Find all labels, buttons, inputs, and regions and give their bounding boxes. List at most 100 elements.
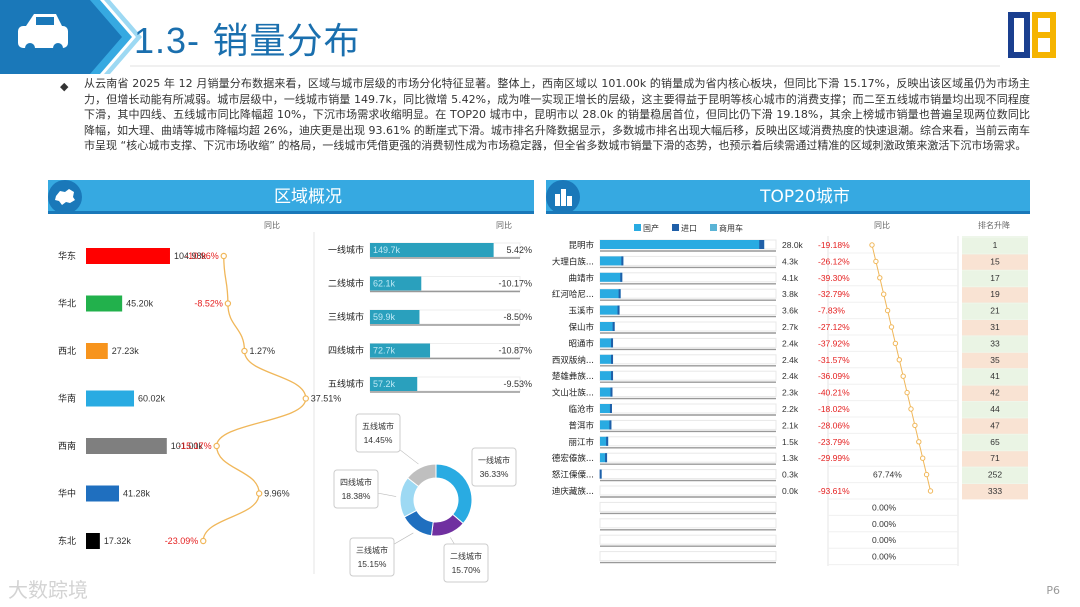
donut-label: 四线城市 [340, 477, 372, 487]
tier-bar [370, 377, 418, 391]
city-label: 丽江市 [568, 437, 594, 448]
city-value-label: 1.5k [782, 437, 799, 447]
city-yoy-label: -28.06% [818, 420, 850, 430]
donut-label: 三线城市 [356, 545, 388, 555]
region-value-label: 41.28k [123, 489, 151, 499]
city-rank-header: 排名升降 [978, 220, 1010, 230]
city-yoy-point [873, 258, 879, 265]
city-rank-value: 42 [990, 388, 1000, 398]
title-number: 1.3- [134, 20, 201, 61]
city-yoy-point [896, 357, 902, 363]
region-label: 华北 [58, 298, 76, 310]
city-bar-track [599, 305, 777, 316]
donut-callout [333, 469, 379, 509]
region-bar [86, 485, 120, 502]
city-bar-track [599, 518, 777, 529]
city-bar-import [759, 240, 765, 249]
city-yoy-header: 同比 [874, 220, 890, 230]
region-value-label: 17.32k [104, 536, 132, 546]
city-bar-track [599, 469, 777, 480]
region-yoy-point [255, 490, 263, 497]
city-bar-import [617, 305, 620, 315]
city-yoy-point [869, 242, 875, 248]
tier-bar [370, 243, 494, 257]
watermark: 大数踪境 [8, 578, 88, 602]
region-yoy-point [213, 442, 220, 450]
city-bar-import [599, 469, 602, 479]
title-text: 销量分布 [212, 21, 361, 62]
tier-share-donut: 一线城市 36.33% 二线城市 15.70% 三线城市 15.15% 四线城市 18.38%… [333, 413, 517, 583]
city-bar-track [599, 436, 777, 447]
city-legend-label: 商用车 [719, 223, 743, 233]
tier-bar [370, 343, 431, 358]
city-yoy-label: -27.12% [818, 322, 850, 332]
city-label: 怒江傈僳... [552, 470, 594, 481]
city-bar-import [606, 436, 609, 446]
city-label: 西双版纳... [552, 355, 594, 366]
city-yoy-line [871, 244, 931, 492]
region-yoy-point [200, 537, 207, 545]
region-yoy-label: 9.96% [264, 489, 290, 499]
city-yoy-point [916, 439, 922, 445]
region-yoy-point [302, 395, 309, 402]
tier-value-label: 59.9k [373, 312, 396, 322]
city-yoy-label: -26.12% [818, 256, 850, 266]
region-yoy-label: 1.27% [249, 346, 275, 356]
region-yoy-label: -10.96% [185, 251, 219, 261]
city-value-label: 1.3k [782, 453, 799, 463]
tier-value-label: 62.1k [373, 279, 396, 289]
city-rank-cell-bg [962, 434, 1028, 451]
city-yoy-point [923, 471, 930, 478]
region-yoy-point [224, 300, 232, 307]
city-rank-value: 333 [988, 486, 1002, 496]
city-rank-value: 19 [990, 289, 1000, 299]
city-yoy-label: -31.57% [818, 355, 850, 365]
city-rank-cell-bg [962, 352, 1028, 369]
car-icon [18, 14, 68, 53]
city-yoy-label: -29.99% [818, 453, 850, 463]
city-bar-track [599, 337, 777, 348]
tier-bar [370, 276, 422, 291]
china-map-icon [48, 180, 82, 214]
city-value-label: 0.3k [782, 470, 799, 480]
city-legend-swatch [672, 224, 679, 231]
city-bar-domestic [600, 240, 765, 249]
city-value-label: 2.4k [782, 371, 799, 381]
city-yoy-label: 67.74% [873, 470, 902, 480]
city-value-label: 0.0k [782, 486, 799, 496]
city-rank-value: 21 [990, 306, 1000, 316]
city-label: 大理白族... [552, 256, 594, 267]
city-bar-track [599, 485, 777, 496]
city-bar-track [599, 403, 777, 414]
region-yoy-header: 同比 [264, 220, 280, 230]
city-legend-label: 进口 [681, 224, 697, 233]
city-yoy-label: -93.61% [818, 486, 850, 496]
city-rank-cell-bg [962, 451, 1028, 467]
page-number: P6 [1046, 584, 1060, 597]
header-band [0, 0, 1000, 74]
city-yoy-label: -7.83% [818, 306, 845, 316]
city-bar-domestic [600, 404, 612, 413]
city-rank-value: 17 [990, 273, 1000, 283]
city-yoy-label: -18.02% [818, 404, 850, 414]
city-bar-import [605, 453, 608, 463]
city-bar-import [620, 272, 623, 282]
city-bar-track [599, 501, 777, 512]
city-label: 红河哈尼... [552, 289, 594, 300]
city-rank-cell-bg [962, 303, 1028, 319]
city-value-label: 28.0k [782, 240, 804, 250]
region-bar [86, 390, 135, 407]
tier-yoy-label: -9.53% [503, 379, 532, 389]
city-yoy-label: -39.30% [818, 273, 850, 283]
region-yoy-point [220, 252, 227, 260]
city-building-icon [546, 180, 580, 214]
donut-share-label: 15.15% [358, 559, 387, 569]
city-bar-track [599, 419, 777, 430]
region-label: 华中 [58, 488, 76, 500]
tier-label: 三线城市 [328, 311, 364, 323]
donut-callout [443, 543, 489, 583]
city-bar-track [599, 387, 777, 398]
city-bar-import [621, 256, 624, 266]
donut-share-label: 18.38% [342, 491, 371, 501]
city-bar-domestic [600, 305, 620, 315]
